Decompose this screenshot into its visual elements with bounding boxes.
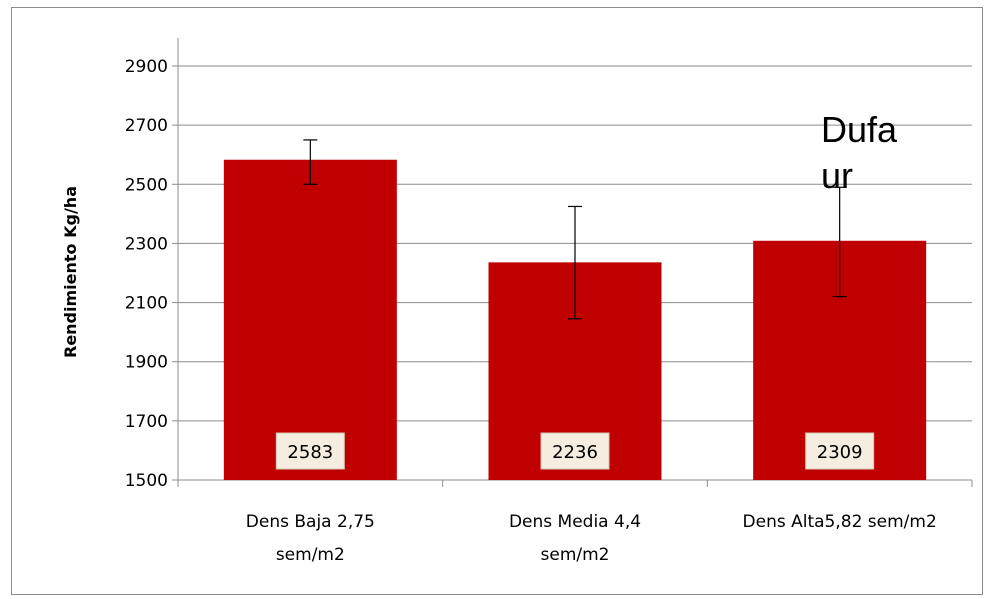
data-label: 2236 — [552, 442, 598, 463]
category-label: sem/m2 — [276, 545, 345, 565]
category-label: Dens Baja 2,75 — [246, 512, 375, 532]
y-tick-label: 1700 — [125, 412, 168, 432]
y-tick-label: 1900 — [125, 353, 168, 373]
annotation: Dufa ur — [821, 109, 898, 196]
y-tick-label: 1500 — [125, 471, 168, 491]
error-bars — [303, 139, 847, 320]
category-label: sem/m2 — [541, 545, 610, 565]
data-label-box — [540, 432, 610, 470]
y-tick-label: 2300 — [125, 234, 168, 254]
y-tick-label: 2700 — [125, 116, 168, 136]
data-label: 2583 — [287, 442, 333, 463]
annotation-text: ur — [821, 155, 853, 196]
category-labels: Dens Baja 2,75 sem/m2 Dens Media 4,4 sem/m2… — [246, 512, 937, 565]
y-tick-label: 2500 — [125, 175, 168, 195]
data-label: 2309 — [817, 442, 863, 463]
category-label: Dens Alta5,82 sem/m2 — [743, 512, 937, 532]
y-axis-label: Rendimiento Kg/ha — [61, 186, 80, 358]
y-tick-label: 2900 — [125, 57, 168, 77]
tick-labels: 1500 1700 1900 2100 2300 2500 2700 2900 — [125, 57, 168, 491]
bar — [223, 159, 397, 480]
data-label-box — [805, 432, 875, 470]
annotation-text: Dufa — [821, 109, 898, 150]
data-labels: 2583 2236 2309 — [275, 432, 875, 470]
data-label-box — [275, 432, 345, 470]
y-tick-label: 2100 — [125, 294, 168, 314]
category-label: Dens Media 4,4 — [509, 512, 641, 532]
